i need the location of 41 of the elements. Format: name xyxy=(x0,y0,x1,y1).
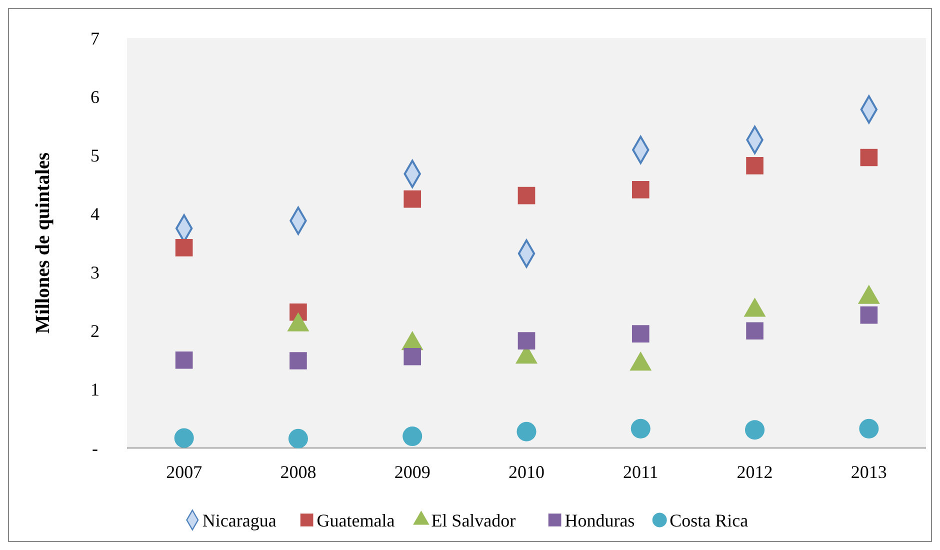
point xyxy=(746,157,764,174)
point xyxy=(632,181,650,198)
point xyxy=(860,306,878,324)
x-tick-label: 2009 xyxy=(394,462,430,482)
point xyxy=(404,348,422,366)
point xyxy=(290,352,307,370)
point xyxy=(288,428,308,448)
point xyxy=(518,332,536,350)
point xyxy=(175,351,193,369)
legend-label: Guatemala xyxy=(316,510,395,530)
x-tick-label: 2012 xyxy=(736,462,773,482)
point xyxy=(859,418,879,438)
point xyxy=(516,422,536,442)
x-tick-label: 2007 xyxy=(166,462,202,482)
point xyxy=(518,186,536,204)
point xyxy=(404,190,422,208)
y-tick-label: 4 xyxy=(90,204,100,224)
y-tick-label: - xyxy=(92,438,98,458)
point xyxy=(630,418,650,438)
legend-label: Honduras xyxy=(564,510,635,530)
legend-label: El Salvador xyxy=(431,510,516,530)
legend-label: Costa Rica xyxy=(670,510,748,530)
y-tick-label: 1 xyxy=(90,380,100,400)
y-tick-label: 5 xyxy=(90,145,100,166)
x-tick-label: 2011 xyxy=(622,462,658,482)
point xyxy=(402,426,422,446)
point xyxy=(632,325,650,342)
y-tick-label: 3 xyxy=(90,262,100,283)
point xyxy=(174,428,194,448)
x-tick-label: 2008 xyxy=(280,462,316,482)
point xyxy=(745,420,765,440)
point xyxy=(746,322,764,340)
y-axis-title: Millones de quintales xyxy=(32,152,54,334)
x-tick-label: 2013 xyxy=(850,462,887,482)
y-tick-label: 6 xyxy=(90,86,100,107)
x-tick-label: 2010 xyxy=(508,462,544,482)
point xyxy=(860,148,878,166)
point xyxy=(175,239,193,256)
legend-label: Nicaragua xyxy=(202,510,276,530)
y-tick-label: 7 xyxy=(90,28,100,48)
y-tick-label: 2 xyxy=(90,321,100,342)
